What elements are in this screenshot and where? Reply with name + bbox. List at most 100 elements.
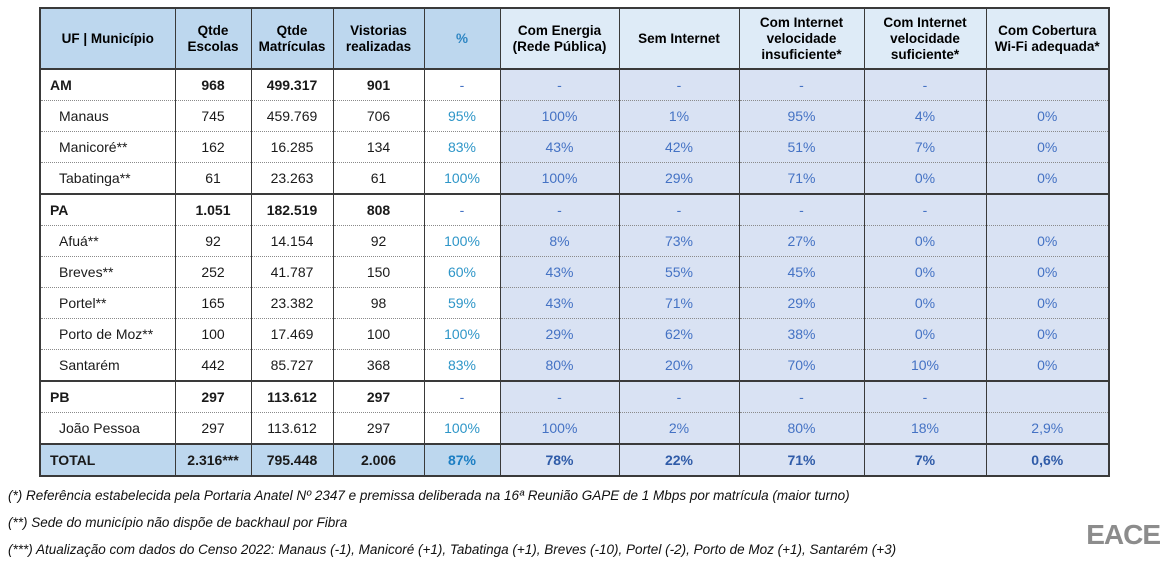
eace-logo: EACE [1086,519,1161,550]
data-cell: 0% [985,225,1109,257]
data-cell: - [738,68,864,101]
data-cell: 80% [499,349,619,381]
data-cell: 0% [863,256,986,288]
data-cell: 8% [499,225,619,257]
table-row-am: AM 968 499.317 901- - - - - [39,68,1109,101]
data-cell: - [863,380,986,413]
data-cell: 92 [332,225,424,257]
row-label: Manaus [39,100,175,132]
table-row-total: TOTAL 2.316*** 795.448 2.006 87% 78% 22% 71% 7% 0… [39,443,1109,476]
data-cell: - [618,380,739,413]
table-row-tabatinga: Tabatinga** 61 23.263 61 100% 100% 29% 71% 0% 0% [39,162,1109,194]
data-cell: 71% [738,443,864,476]
data-cell: 29% [618,162,739,194]
data-cell: 43% [499,287,619,319]
data-cell: 0% [863,287,986,319]
footnote-asterisk: (*) Referência estabelecida pela Portari… [8,488,850,503]
data-cell: 0% [985,100,1109,132]
data-cell: 1.051 [174,193,251,226]
data-cell: 61 [332,162,424,194]
data-cell: 45% [738,256,864,288]
row-label: Breves** [39,256,175,288]
data-cell: - [738,380,864,413]
data-cell: 10% [863,349,986,381]
data-cell: - [618,68,739,101]
data-cell: 80% [738,412,864,444]
data-cell: 42% [618,131,739,163]
col-header-com-internet-velocidade-insuficiente: Com Internet velocidade insuficiente* [738,8,864,70]
table-row-santar-m: Santarém 442 85.727 368 83% 80% 20% 70% 10% 0% [39,349,1109,381]
data-cell: 60% [423,256,500,288]
data-cell: 78% [499,443,619,476]
data-cell: 95% [423,100,500,132]
data-cell [985,193,1109,226]
data-cell: 297 [174,380,251,413]
data-cell: 2.316*** [174,443,251,476]
data-cell: 83% [423,349,500,381]
data-cell: - [863,193,986,226]
row-label: João Pessoa [39,412,175,444]
data-cell: 17.469 [250,318,333,350]
data-cell: - [499,380,619,413]
data-cell: 55% [618,256,739,288]
data-cell: 297 [332,380,424,413]
row-label: PB [39,380,175,413]
table-body: AM 968 499.317 901- - - - - Manaus 745 459.769 706 9… [39,68,1109,476]
data-cell: 51% [738,131,864,163]
data-cell: 0% [863,318,986,350]
data-cell: - [863,68,986,101]
data-cell: 0% [863,225,986,257]
data-cell: 43% [499,131,619,163]
data-cell: 59% [423,287,500,319]
data-cell: 71% [738,162,864,194]
table-row-jo-o-pessoa: João Pessoa 297 113.612 297 100% 100% 2% 80% 18%… [39,412,1109,444]
col-header-qtde-matr-culas: Qtde Matrículas [250,8,333,70]
data-cell: 113.612 [250,412,333,444]
data-cell: 0% [985,349,1109,381]
footnote-double-asterisk: (**) Sede do município não dispõe de bac… [8,515,348,530]
data-cell: 795.448 [250,443,333,476]
data-cell: 29% [499,318,619,350]
data-cell: 252 [174,256,251,288]
data-cell [985,68,1109,101]
data-cell: 0% [985,162,1109,194]
data-cell: 41.787 [250,256,333,288]
data-cell: 165 [174,287,251,319]
col-header-vistorias-realizadas: Vistorias realizadas [332,8,424,70]
vistorias-table: UF | Município Qtde Escolas Qtde Matrícula… [39,7,1110,477]
data-cell: 113.612 [250,380,333,413]
data-cell: 61 [174,162,251,194]
data-cell: 2,9% [985,412,1109,444]
footnote-triple-asterisk: (***) Atualização com dados do Censo 202… [8,542,897,557]
data-cell: 7% [863,131,986,163]
data-cell: 71% [618,287,739,319]
table-row-pb: PB 297 113.612 297- - - - - [39,380,1109,413]
row-label: AM [39,68,175,101]
data-cell: 134 [332,131,424,163]
data-cell: 162 [174,131,251,163]
data-cell: 23.263 [250,162,333,194]
data-cell: 27% [738,225,864,257]
data-cell: 745 [174,100,251,132]
table-row-pa: PA 1.051 182.519 808- - - - - [39,193,1109,226]
data-cell: 0% [985,287,1109,319]
data-cell: 62% [618,318,739,350]
data-cell: - [423,68,500,101]
row-label: PA [39,193,175,226]
row-label: Santarém [39,349,175,381]
col-header-sem-internet: Sem Internet [618,8,739,70]
data-cell: 2% [618,412,739,444]
data-cell: 85.727 [250,349,333,381]
data-cell: 16.285 [250,131,333,163]
col-header-qtde-escolas: Qtde Escolas [174,8,251,70]
data-cell: 2.006 [332,443,424,476]
col-header-uf-munic-pio: UF | Município [39,8,175,70]
data-cell: 442 [174,349,251,381]
data-cell: 901 [332,68,424,101]
data-cell: 100 [174,318,251,350]
data-cell: 0% [985,131,1109,163]
data-cell: 38% [738,318,864,350]
data-cell: 43% [499,256,619,288]
table-row-portel: Portel** 165 23.382 98 59% 43% 71% 29% 0% 0% [39,287,1109,319]
data-cell: 1% [618,100,739,132]
